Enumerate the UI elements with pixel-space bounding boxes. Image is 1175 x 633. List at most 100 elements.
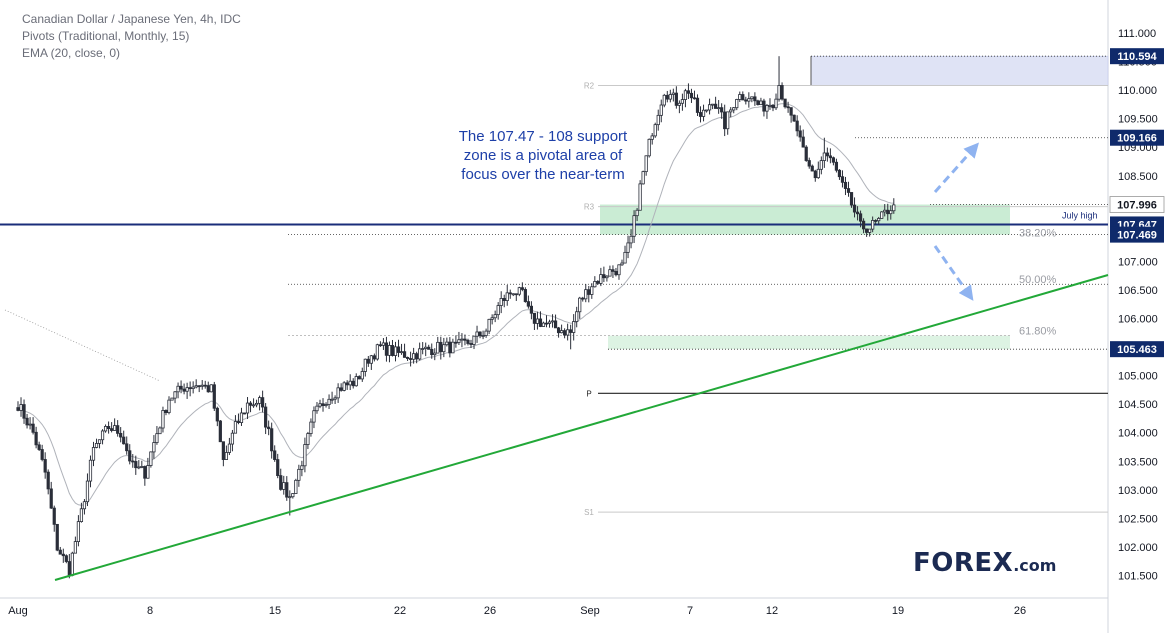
candle-body (264, 406, 268, 428)
candle-body (680, 99, 685, 104)
candle-body (756, 100, 760, 106)
candle-body (224, 452, 228, 460)
candle-body (668, 94, 672, 100)
candle-body (31, 423, 35, 433)
candle-body (566, 329, 570, 336)
candle-body (871, 220, 875, 230)
candle-body (200, 384, 204, 387)
candle-body (771, 104, 775, 109)
candle-body (665, 94, 669, 100)
resistance-zone (810, 55, 1109, 86)
candle-body (599, 274, 603, 284)
candle-body (858, 213, 863, 222)
candle-body (843, 181, 848, 189)
bearish-arrow (933, 245, 974, 301)
price-label-text: 109.166 (1117, 133, 1157, 145)
candle-body (701, 109, 706, 117)
candle-body (248, 402, 253, 406)
x-tick-label: Aug (8, 605, 28, 617)
candle-body (381, 342, 386, 346)
y-tick-label: 109.500 (1118, 114, 1158, 126)
candle-body (614, 271, 618, 276)
candle-body (463, 338, 467, 341)
candle-body (623, 251, 627, 264)
candle-body (475, 331, 479, 337)
price-label-box (1110, 48, 1164, 65)
candle-body (493, 314, 497, 319)
candle-body (357, 376, 361, 380)
candle-body (25, 417, 29, 426)
candle-body (611, 269, 615, 272)
candle-body (303, 444, 307, 467)
candle-body (34, 431, 38, 446)
candle-body (107, 426, 111, 429)
candle-body (418, 348, 422, 360)
support-zone (600, 204, 1010, 235)
candle-body (402, 351, 407, 358)
candle-body (203, 384, 207, 387)
candle-body (261, 397, 265, 408)
candle-body (849, 192, 854, 206)
candle-body (405, 357, 410, 359)
candle-body (185, 387, 189, 392)
candle-body (218, 420, 222, 443)
candle-body (605, 275, 609, 279)
candle-body (16, 407, 20, 411)
candle-body (753, 96, 757, 102)
candle-body (550, 320, 555, 323)
candle-body (448, 341, 452, 354)
candle-body (478, 331, 482, 337)
candle-body (762, 100, 766, 112)
faint-trend-line (4, 309, 161, 382)
candle-body (768, 104, 772, 107)
candle-body (735, 99, 739, 109)
candle-body (276, 459, 280, 476)
candle-body (73, 541, 77, 554)
candle-body (387, 345, 392, 356)
candle-body (810, 165, 814, 172)
candle-body (837, 169, 842, 178)
candle-body (215, 407, 219, 422)
candle-body (285, 482, 289, 498)
candle-body (632, 215, 636, 237)
candle-body (297, 468, 301, 481)
candle-body (58, 549, 62, 555)
candle-body (786, 106, 790, 109)
price-label-text: 110.594 (1117, 51, 1157, 63)
candle-body (279, 475, 283, 490)
candle-body (55, 523, 59, 551)
candle-body (695, 97, 700, 113)
candle-body (692, 97, 697, 100)
price-label-box (1109, 196, 1165, 213)
candle-body (671, 92, 675, 95)
candle-body (372, 355, 376, 360)
candle-body (67, 561, 71, 576)
candle-body (584, 289, 588, 300)
candle-body (427, 346, 431, 350)
candle-body (134, 461, 138, 469)
candle-body (544, 322, 549, 325)
candle-body (173, 391, 177, 399)
candle-body (396, 346, 401, 353)
x-tick-label: 15 (269, 605, 281, 617)
candle-body (644, 155, 648, 173)
candle-body (143, 466, 147, 479)
candle-body (155, 433, 159, 443)
fib-618-zone (608, 335, 1010, 350)
candle-body (553, 320, 558, 329)
price-label-box (1110, 341, 1164, 358)
candle-body (496, 305, 500, 316)
candle-body (780, 85, 784, 100)
candle-body (85, 480, 90, 503)
candle-body (880, 211, 884, 219)
candle-body (704, 109, 709, 112)
bullish-arrow (933, 142, 979, 193)
candle-body (345, 382, 349, 386)
candle-body (454, 341, 458, 344)
candle-body (538, 318, 543, 327)
candle-body (439, 341, 443, 353)
candle-body (339, 387, 343, 391)
candle-body (653, 124, 657, 137)
candle-body (430, 348, 434, 356)
